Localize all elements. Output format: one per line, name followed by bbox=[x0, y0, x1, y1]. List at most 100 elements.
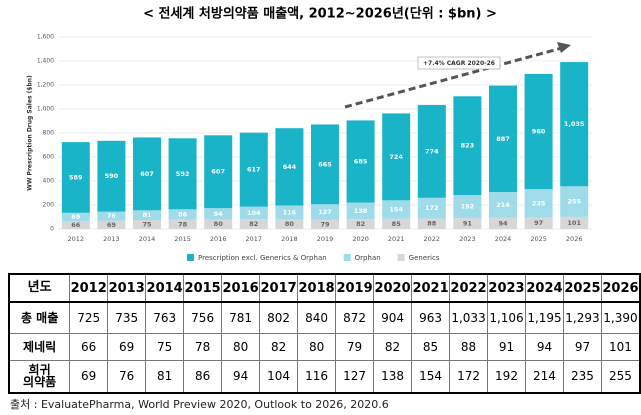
x-tick-label: 2021 bbox=[388, 235, 405, 243]
bar-segment bbox=[382, 113, 411, 201]
value-label: 607 bbox=[211, 168, 225, 176]
table-cell: 2018 bbox=[297, 273, 337, 303]
bar-segment bbox=[382, 200, 411, 219]
table-cell: 78 bbox=[183, 332, 223, 361]
x-tick-label: 2015 bbox=[174, 235, 191, 243]
x-tick-label: 2020 bbox=[352, 235, 369, 243]
bar-segment bbox=[239, 219, 268, 229]
value-label: 82 bbox=[356, 220, 365, 228]
table-cell: 88 bbox=[449, 332, 489, 361]
bar-segment bbox=[61, 212, 90, 222]
value-label: 644 bbox=[283, 163, 297, 171]
value-label: 590 bbox=[105, 172, 119, 180]
annotation: +7.4% CAGR 2020-26 bbox=[423, 60, 495, 67]
bar-segment bbox=[489, 192, 517, 218]
table-cell: 66 bbox=[69, 332, 109, 361]
table-cell: 80 bbox=[297, 332, 337, 361]
bar-segment bbox=[382, 218, 411, 229]
bar-segment bbox=[560, 62, 589, 187]
table-cell: 235 bbox=[562, 359, 602, 394]
bar-segment bbox=[133, 210, 161, 220]
y-tick-label: 400 bbox=[43, 178, 55, 185]
value-label: 69 bbox=[71, 213, 81, 221]
x-tick-label: 2023 bbox=[459, 235, 476, 243]
bar-segment bbox=[346, 219, 375, 229]
legend-swatch bbox=[397, 254, 405, 261]
bar-segment bbox=[133, 137, 161, 211]
bar-segment bbox=[417, 197, 446, 219]
value-label: 214 bbox=[496, 201, 510, 209]
table-cell: 82 bbox=[373, 332, 413, 361]
x-tick-label: 2026 bbox=[566, 235, 583, 243]
value-label: 82 bbox=[249, 220, 258, 228]
value-label: 665 bbox=[318, 160, 332, 168]
y-tick-label: 1,000 bbox=[37, 106, 54, 113]
value-label: 724 bbox=[389, 153, 403, 161]
table-cell: 2026 bbox=[600, 273, 641, 303]
table-cell: 756 bbox=[183, 301, 223, 334]
bar-segment bbox=[204, 208, 233, 220]
table-row: 희귀 의약품 69 76 81 86 94 104 116 127 138 154 172 192 214… bbox=[8, 359, 641, 394]
value-label: 69 bbox=[107, 221, 117, 229]
x-tick-label: 2022 bbox=[424, 235, 441, 243]
bar-segment bbox=[97, 220, 126, 229]
bar-segment bbox=[453, 195, 482, 219]
value-label: 76 bbox=[107, 212, 117, 220]
table-cell: 904 bbox=[373, 301, 413, 334]
table-cell: 172 bbox=[449, 359, 489, 394]
table-cell: 2016 bbox=[221, 273, 261, 303]
table-cell: 2014 bbox=[145, 273, 185, 303]
bar-segment bbox=[204, 135, 233, 209]
table-cell: 2012 bbox=[69, 273, 109, 303]
bar-segment bbox=[524, 189, 553, 218]
value-label: 78 bbox=[178, 220, 188, 228]
value-label: 685 bbox=[354, 158, 368, 166]
table-cell: 94 bbox=[525, 332, 564, 361]
table-cell: 101 bbox=[600, 332, 641, 361]
table-cell: 1,195 bbox=[525, 301, 564, 334]
legend-label: Orphan bbox=[355, 254, 381, 262]
bar-segment bbox=[311, 219, 339, 229]
value-label: 127 bbox=[318, 208, 332, 216]
bar-segment bbox=[275, 205, 304, 220]
table-cell: 2020 bbox=[373, 273, 413, 303]
x-tick-label: 2017 bbox=[246, 235, 263, 243]
table-row: 총 매출 725 735 763 756 781 802 840 872 904 963 1,033 1… bbox=[8, 301, 641, 334]
value-label: 94 bbox=[498, 219, 508, 227]
table-cell: 1,390 bbox=[600, 301, 641, 334]
table-cell: 763 bbox=[145, 301, 185, 334]
table-cell: 86 bbox=[183, 359, 223, 394]
value-label: 91 bbox=[463, 220, 473, 228]
value-label: 80 bbox=[285, 220, 295, 228]
table-cell: 781 bbox=[221, 301, 261, 334]
value-label: 255 bbox=[567, 198, 581, 206]
table-cell: 85 bbox=[411, 332, 451, 361]
table-cell: 735 bbox=[107, 301, 147, 334]
data-table: 년도 2012 2013 2014 2015 2016 2017 2018 2019 2020 20… bbox=[8, 273, 641, 394]
value-label: 138 bbox=[354, 207, 368, 215]
value-label: 589 bbox=[69, 173, 83, 181]
bar-segment bbox=[168, 138, 197, 210]
source: 출처 : EvaluatePharma, World Preview 2020,… bbox=[10, 398, 389, 411]
value-label: 116 bbox=[283, 208, 297, 216]
bar-segment bbox=[524, 217, 553, 229]
table-cell: 81 bbox=[145, 359, 185, 394]
bar-segment bbox=[133, 220, 161, 229]
value-label: 88 bbox=[427, 220, 437, 228]
table-cell: 104 bbox=[259, 359, 299, 394]
table-cell: 제네릭 bbox=[8, 332, 71, 361]
bar-segment bbox=[275, 128, 304, 206]
legend-swatch bbox=[343, 254, 351, 261]
table-cell: 138 bbox=[373, 359, 413, 394]
arrow-head bbox=[557, 42, 571, 53]
x-tick-label: 2013 bbox=[103, 235, 120, 243]
table-cell: 2013 bbox=[107, 273, 147, 303]
bar-segment bbox=[204, 219, 233, 229]
y-tick-label: 600 bbox=[43, 154, 55, 161]
table-cell: 255 bbox=[600, 359, 641, 394]
legend-label: Generics bbox=[409, 254, 440, 262]
table-cell: 82 bbox=[259, 332, 299, 361]
table-cell: 총 매출 bbox=[8, 301, 71, 334]
table-cell: 872 bbox=[335, 301, 375, 334]
bar-segment bbox=[453, 218, 482, 229]
